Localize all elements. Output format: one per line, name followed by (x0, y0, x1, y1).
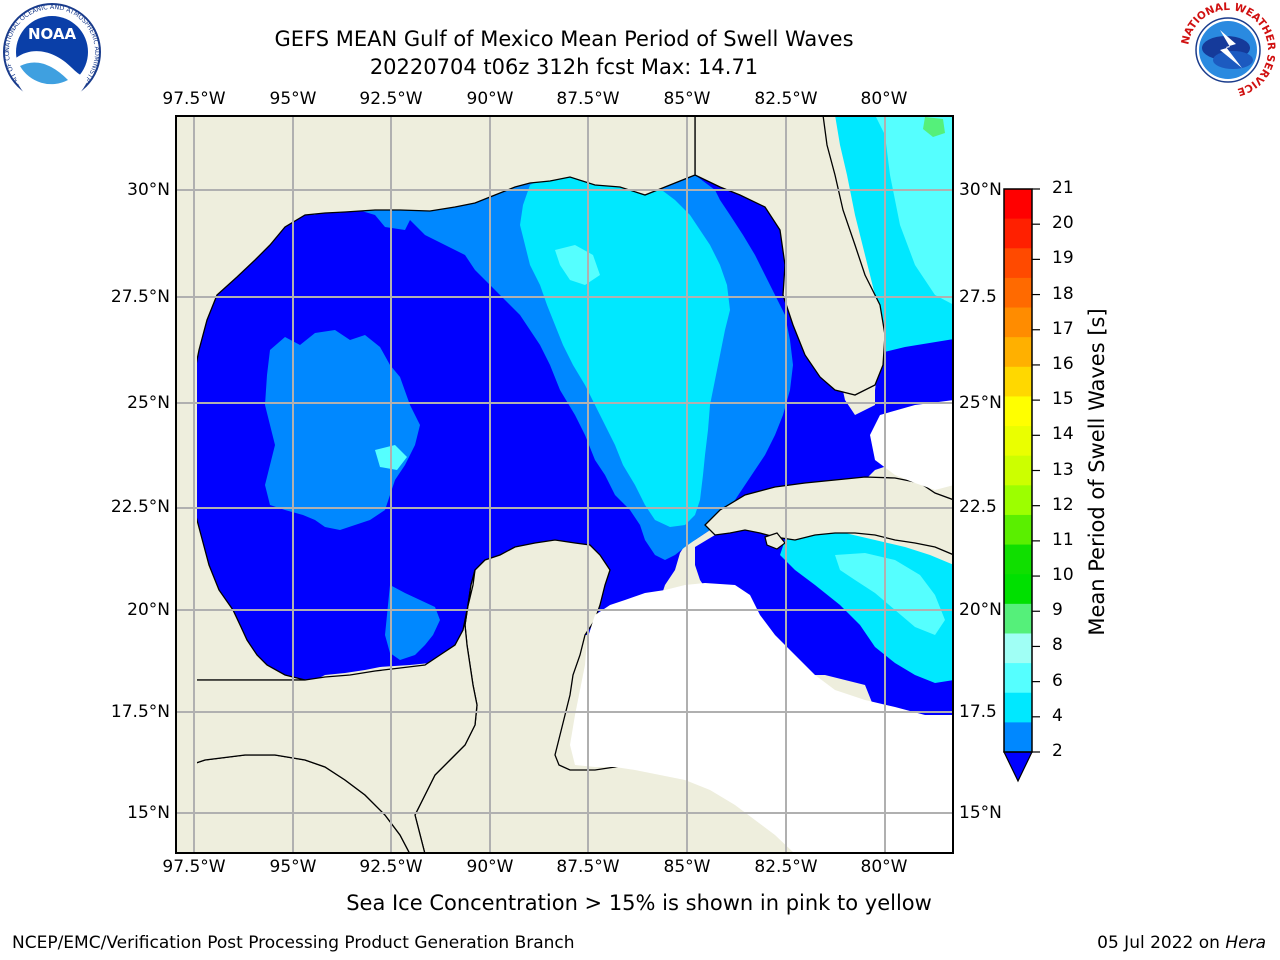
colorbar-swatch (1004, 396, 1032, 427)
colorbar-swatch (1004, 514, 1032, 546)
lon-tick-top: 97.5°W (162, 89, 226, 109)
lat-tick-right: 25°N (959, 393, 1002, 413)
map-title-line1: GEFS MEAN Gulf of Mexico Mean Period of … (274, 27, 854, 51)
cuba (704, 476, 954, 556)
colorbar-swatch (1004, 692, 1032, 723)
west-coast-land (175, 115, 197, 854)
footer-host: Hera (1225, 933, 1266, 953)
lon-tick-top: 82.5°W (754, 89, 818, 109)
colorbar-swatch (1004, 189, 1032, 220)
colorbar-tick-label: 8 (1052, 635, 1063, 656)
lon-tick-bottom: 92.5°W (359, 857, 423, 877)
colorbar-swatch (1004, 574, 1032, 605)
colorbar-tick-label: 6 (1052, 670, 1063, 691)
lat-tick-left: 17.5°N (110, 702, 170, 722)
caribbean-swell-light (835, 553, 945, 635)
colorbar-swatch (1004, 337, 1032, 368)
se-masked (870, 400, 954, 490)
atlantic-swell-green (923, 117, 945, 137)
colorbar-tick-label: 10 (1052, 565, 1074, 586)
lon-tick-top: 80°W (860, 89, 908, 109)
colorbar (1003, 188, 1040, 783)
lon-tick-bottom: 95°W (269, 857, 317, 877)
colorbar-swatch (1004, 366, 1032, 398)
atlantic-swell-blue (875, 339, 954, 415)
colorbar-tick-label: 11 (1052, 529, 1074, 550)
footer-branch: NCEP/EMC/Verification Post Processing Pr… (12, 933, 575, 953)
colorbar-swatch (1004, 248, 1032, 279)
atlantic-swell-light (875, 115, 954, 305)
lon-tick-bottom: 85°W (663, 857, 711, 877)
colorbar-swatch (1004, 603, 1032, 635)
footer-date: 05 Jul 2022 on Hera (1097, 933, 1266, 953)
colorbar-tick-label: 9 (1052, 600, 1063, 621)
map-title-line2: 20220704 t06z 312h fcst Max: 14.71 (369, 55, 759, 79)
caribbean-masked (570, 583, 954, 854)
colorbar-swatch (1004, 633, 1032, 664)
colorbar-tick-label: 14 (1052, 424, 1074, 445)
lon-tick-top: 90°W (466, 89, 514, 109)
lat-tick-right: 17.5 (959, 702, 997, 722)
noaa-logo-text: NOAA (28, 25, 77, 43)
colorbar-tick-label: 18 (1052, 283, 1074, 304)
colorbar-tick-label: 20 (1052, 213, 1074, 234)
lat-tick-right: 22.5 (959, 497, 997, 517)
colorbar-tick-label: 17 (1052, 318, 1074, 339)
lon-tick-bottom: 80°W (860, 857, 908, 877)
lon-tick-bottom: 82.5°W (754, 857, 818, 877)
sea-ice-caption: Sea Ice Concentration > 15% is shown in … (346, 891, 932, 915)
colorbar-tick-label: 21 (1052, 178, 1074, 198)
lon-tick-bottom: 97.5°W (162, 857, 226, 877)
lat-tick-right: 27.5 (959, 287, 997, 307)
lon-tick-top: 87.5°W (556, 89, 620, 109)
lat-tick-left: 20°N (127, 600, 170, 620)
colorbar-tick-label: 15 (1052, 389, 1074, 410)
nws-logo: NATIONAL WEATHER SERVICE (1179, 1, 1277, 98)
lat-tick-left: 22.5°N (110, 497, 170, 517)
colorbar-extend-triangle (1003, 751, 1033, 783)
colorbar-label: Mean Period of Swell Waves [s] (1085, 308, 1109, 636)
footer-date-text: 05 Jul 2022 on (1097, 933, 1220, 953)
lat-tick-right: 15°N (959, 803, 1002, 823)
lon-tick-top: 92.5°W (359, 89, 423, 109)
florida (694, 115, 954, 396)
us-gulf-coast-land (175, 115, 696, 681)
lat-tick-left: 25°N (127, 393, 170, 413)
colorbar-swatch (1004, 663, 1032, 694)
gulf-swell-mid-west (265, 330, 420, 530)
gulf-of-mexico-map (175, 115, 954, 854)
lat-tick-left: 15°N (127, 803, 170, 823)
colorbar-swatch (1004, 307, 1032, 338)
lat-tick-right: 30°N (959, 180, 1002, 200)
lon-tick-bottom: 87.5°W (556, 857, 620, 877)
colorbar-tick-label: 19 (1052, 248, 1074, 269)
colorbar-swatch (1004, 455, 1032, 486)
lat-tick-left: 27.5°N (110, 287, 170, 307)
colorbar-swatch (1004, 277, 1032, 309)
lon-tick-top: 95°W (269, 89, 317, 109)
colorbar-swatch (1004, 218, 1032, 249)
colorbar-tick-label: 2 (1052, 741, 1063, 761)
isla-de-la-juventud (764, 532, 786, 550)
noaa-logo: NATIONAL OCEANIC AND ATMOSPHERIC ADMINIS… (2, 2, 101, 102)
colorbar-swatch (1004, 544, 1032, 575)
colorbar-tick-label: 12 (1052, 494, 1074, 515)
colorbar-tick-label: 16 (1052, 353, 1074, 374)
map-graticule (175, 115, 954, 854)
lat-tick-left: 30°N (127, 180, 170, 200)
lon-tick-bottom: 90°W (466, 857, 514, 877)
colorbar-tick-label: 4 (1052, 705, 1063, 726)
colorbar-frame (1003, 188, 1033, 753)
gulf-swell-mid-south (385, 585, 440, 660)
lat-tick-right: 20°N (959, 600, 1002, 620)
colorbar-swatch (1004, 426, 1032, 457)
colorbar-tick-label: 13 (1052, 459, 1074, 480)
map-frame (175, 115, 954, 854)
colorbar-swatch (1004, 485, 1032, 516)
colorbar-swatch (1004, 722, 1032, 753)
lon-tick-top: 85°W (663, 89, 711, 109)
